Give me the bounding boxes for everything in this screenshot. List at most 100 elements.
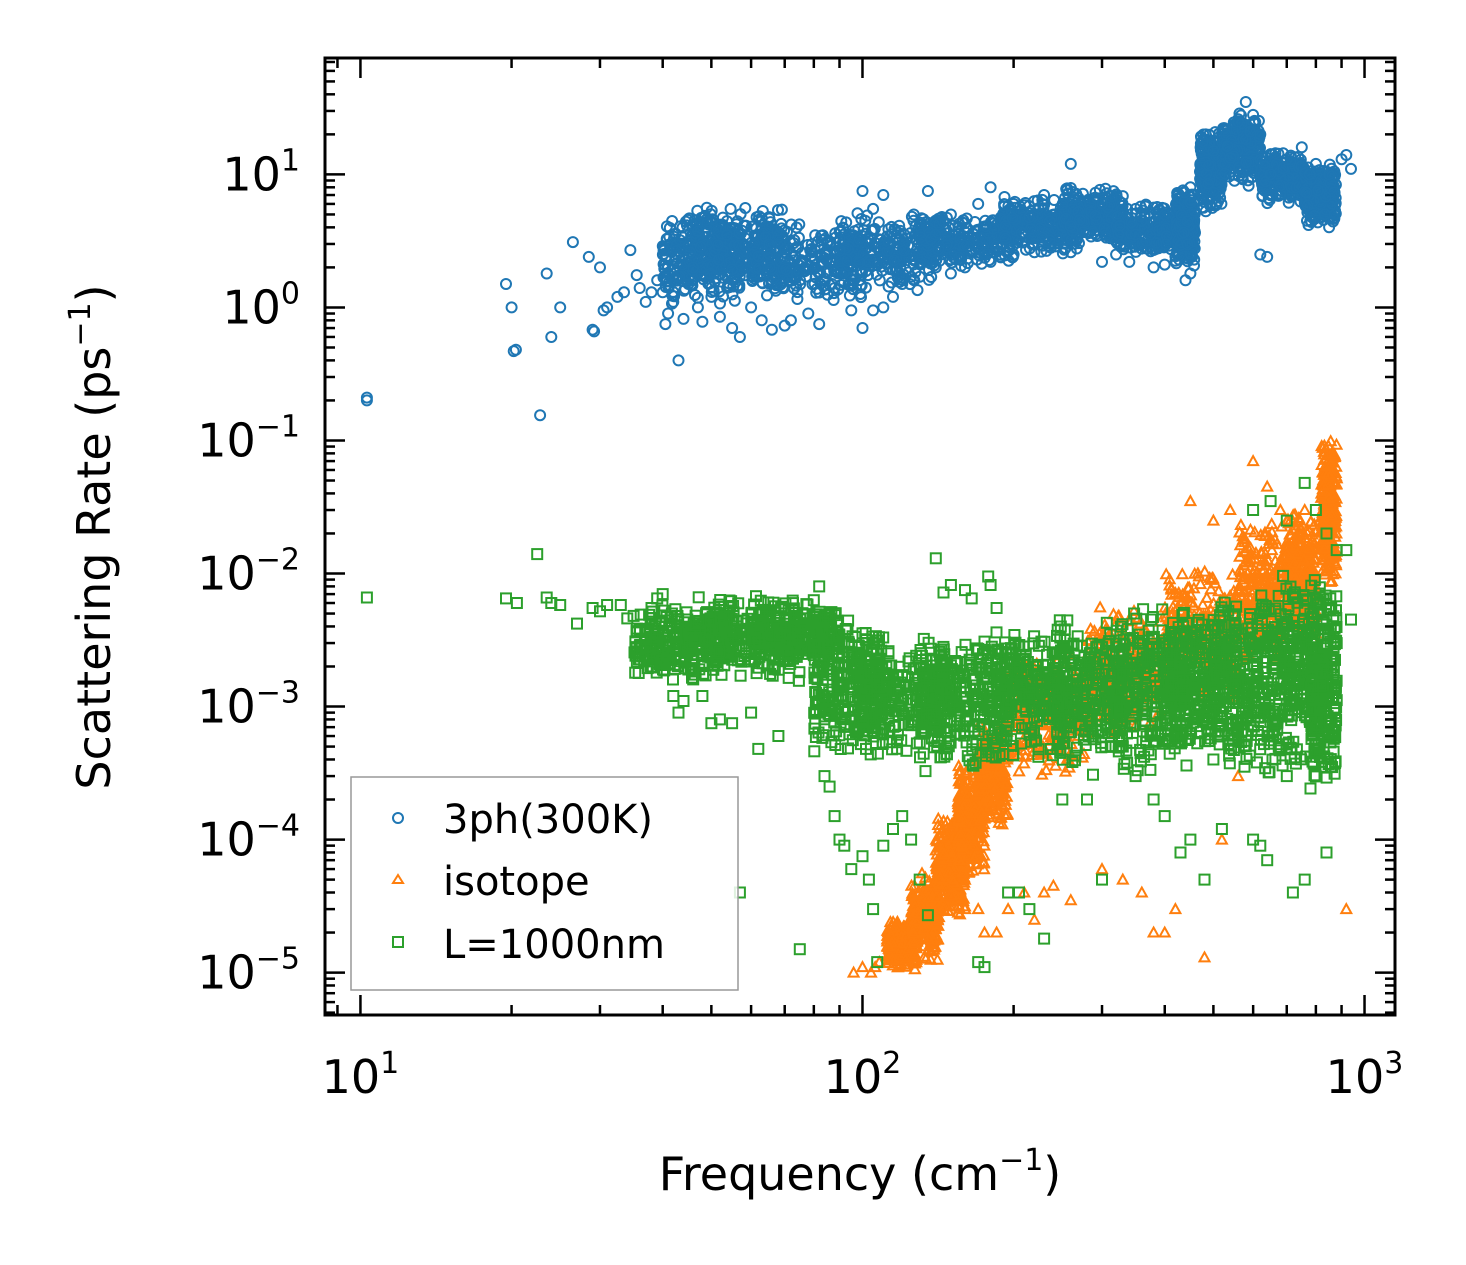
data-point-3ph (953, 217, 966, 230)
data-point-3ph (853, 232, 866, 245)
data-point-3ph (691, 204, 704, 217)
data-point-3ph (747, 239, 760, 252)
data-point-3ph (793, 218, 806, 231)
data-point-3ph (914, 256, 927, 269)
data-point-3ph (705, 286, 718, 298)
data-point-3ph (957, 239, 970, 252)
data-point-3ph (752, 250, 765, 263)
data-point-3ph (848, 273, 861, 286)
data-point-3ph (892, 226, 905, 239)
data-point-3ph (788, 254, 801, 267)
data-point-3ph (724, 222, 736, 234)
data-point-3ph (979, 214, 992, 227)
data-point-3ph (728, 294, 741, 307)
data-point-3ph (839, 242, 852, 255)
data-point-3ph (700, 238, 713, 251)
series-3ph (360, 96, 1357, 422)
data-point-3ph (793, 265, 806, 278)
data-point-3ph (846, 279, 859, 292)
data-point-3ph (673, 270, 686, 283)
data-point-3ph (790, 267, 803, 280)
data-point-3ph (932, 243, 945, 256)
data-point-3ph (756, 205, 769, 217)
data-point-3ph (888, 254, 901, 267)
data-point-3ph (759, 231, 772, 244)
data-point-3ph (717, 290, 730, 303)
data-point-3ph (691, 225, 704, 238)
data-point-3ph (1001, 246, 1013, 259)
data-point-3ph (973, 246, 986, 259)
data-point-3ph (882, 236, 895, 249)
data-point-3ph (923, 226, 936, 239)
data-point-3ph (804, 244, 817, 257)
data-point-3ph (862, 269, 874, 282)
data-point-3ph (766, 277, 779, 290)
data-point-3ph (777, 252, 790, 265)
data-point-3ph (694, 240, 707, 253)
data-point-3ph (916, 250, 928, 263)
data-point-3ph (765, 263, 778, 276)
data-point-3ph (933, 218, 946, 231)
data-point-3ph (706, 213, 719, 226)
data-point-3ph (971, 253, 984, 266)
data-point-3ph (763, 248, 776, 261)
data-point-3ph (898, 244, 911, 257)
data-point-3ph (834, 233, 846, 246)
data-point-3ph (833, 244, 846, 257)
data-point-3ph (925, 271, 938, 283)
data-point-3ph (783, 235, 796, 248)
data-point-3ph (873, 257, 886, 270)
data-point-3ph (881, 230, 894, 243)
data-point-3ph (837, 221, 850, 234)
data-point-3ph (731, 280, 744, 293)
data-point-3ph (771, 225, 783, 237)
data-point-3ph (979, 220, 992, 233)
data-point-3ph (739, 202, 752, 214)
data-point-3ph (704, 267, 717, 280)
data-point-3ph (761, 289, 773, 302)
data-point-3ph (907, 253, 920, 266)
data-point-3ph (711, 239, 724, 252)
data-point-3ph (795, 254, 808, 267)
data-point-3ph (881, 244, 894, 257)
data-point-3ph (676, 258, 689, 271)
data-point-3ph (666, 297, 678, 310)
data-point-3ph (790, 279, 803, 292)
data-point-3ph (882, 280, 895, 293)
data-point-3ph (841, 254, 853, 267)
data-point-3ph (987, 222, 1000, 235)
data-point-3ph (684, 246, 697, 259)
data-point-3ph (905, 210, 918, 223)
data-point-3ph (745, 220, 758, 233)
data-point-3ph (953, 251, 965, 264)
data-point-3ph (835, 215, 848, 228)
data-point-3ph (872, 216, 885, 229)
data-point-3ph (774, 278, 787, 291)
data-point-3ph (714, 297, 726, 310)
data-point-3ph (929, 228, 942, 241)
data-point-3ph (689, 289, 701, 301)
data-point-3ph (732, 239, 745, 252)
data-marks (360, 96, 1357, 978)
data-point-3ph (922, 221, 934, 234)
data-point-3ph (720, 229, 733, 241)
data-point-3ph (859, 281, 872, 294)
data-point-3ph (791, 286, 804, 299)
data-point-3ph (785, 218, 798, 231)
data-point-3ph (733, 227, 746, 240)
data-point-3ph (668, 290, 681, 303)
data-point-3ph (789, 241, 802, 254)
data-point-3ph (767, 271, 780, 284)
data-point-3ph (772, 204, 784, 217)
data-point-3ph (855, 291, 867, 304)
data-point-3ph (746, 248, 759, 261)
data-point-3ph (753, 262, 765, 275)
data-point-3ph (780, 263, 793, 276)
data-point-3ph (732, 251, 745, 264)
data-point-3ph (863, 237, 876, 250)
data-point-3ph (724, 202, 737, 215)
data-point-3ph (659, 262, 672, 275)
data-point-3ph (657, 244, 670, 257)
data-point-3ph (806, 246, 818, 259)
